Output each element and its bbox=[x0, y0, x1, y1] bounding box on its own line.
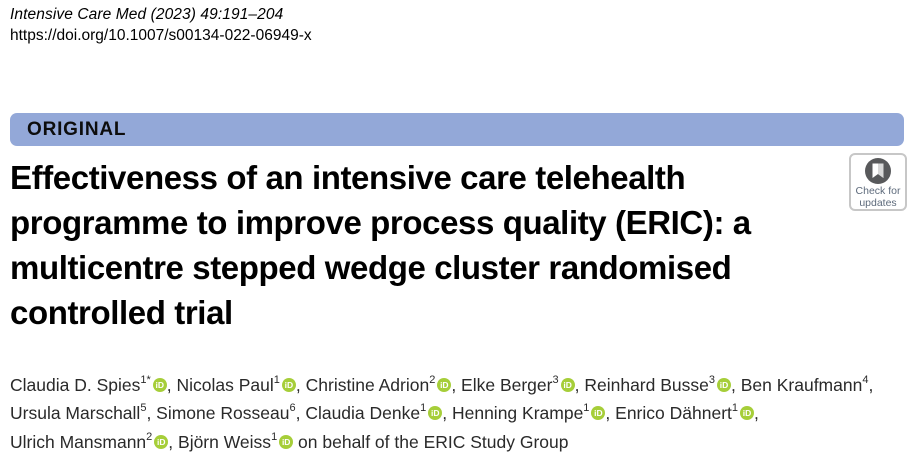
author-affiliation-sup: 2 bbox=[429, 374, 436, 387]
author-name: Claudia D. Spies bbox=[10, 375, 141, 395]
orcid-icon[interactable]: iD bbox=[154, 434, 169, 449]
article-type-label: ORIGINAL bbox=[27, 118, 127, 140]
author-affiliation-sup: 1* bbox=[140, 374, 151, 387]
orcid-icon[interactable]: iD bbox=[740, 406, 755, 421]
article-type-banner: ORIGINAL bbox=[10, 113, 904, 146]
author-list: Claudia D. Spies1* iD, Nicolas Paul1 iD, C… bbox=[10, 371, 910, 456]
author-line: Ulrich Mansmann2 iD, Björn Weiss1 iD on be… bbox=[10, 428, 910, 456]
author: Björn Weiss1 iD bbox=[178, 430, 294, 452]
author-affiliation-sup: 1 bbox=[271, 430, 278, 443]
author-affiliation-sup: 6 bbox=[289, 402, 296, 415]
author: Elke Berger3 iD, bbox=[461, 374, 585, 395]
author: Claudia D. Spies1* iD, bbox=[10, 374, 177, 395]
author-affiliation-sup: 5 bbox=[140, 402, 147, 415]
author-name: Nicolas Paul bbox=[176, 375, 274, 395]
article-title-line: controlled trial bbox=[10, 294, 233, 331]
author: Ursula Marschall5, bbox=[10, 402, 157, 424]
author: Claudia Denke1 iD, bbox=[305, 402, 452, 424]
orcid-icon[interactable]: iD bbox=[281, 378, 296, 392]
author-line: Claudia D. Spies1* iD, Nicolas Paul1 iD, C… bbox=[10, 371, 910, 399]
orcid-icon[interactable]: iD bbox=[279, 434, 294, 449]
author-affiliation-sup: 3 bbox=[708, 374, 715, 387]
author-name: Ulrich Mansmann bbox=[10, 431, 147, 452]
author-name: Björn Weiss bbox=[178, 431, 272, 452]
author: Reinhard Busse3 iD, bbox=[584, 374, 741, 395]
orcid-icon[interactable]: iD bbox=[152, 378, 167, 392]
author-affiliation-sup: 1 bbox=[273, 374, 280, 387]
author-line: Ursula Marschall5, Simone Rosseau6, Clau… bbox=[10, 399, 910, 427]
author-name: Ben Kraufmann bbox=[740, 375, 863, 395]
check-for-updates-button[interactable]: Check for updates bbox=[849, 153, 907, 211]
author: Henning Krampe1 iD, bbox=[451, 402, 616, 424]
author: Enrico Dähnert1 iD, bbox=[615, 402, 759, 424]
orcid-icon[interactable]: iD bbox=[560, 378, 575, 392]
check-for-updates-label: Check for updates bbox=[855, 185, 901, 209]
crossmark-icon bbox=[865, 158, 891, 184]
orcid-icon[interactable]: iD bbox=[591, 406, 606, 421]
author-name: Enrico Dähnert bbox=[615, 403, 732, 424]
article-title: Effectiveness of an intensive care teleh… bbox=[10, 155, 751, 335]
author: Simone Rosseau6, bbox=[156, 402, 306, 424]
author-affiliation-sup: 1 bbox=[731, 402, 739, 415]
author: Nicolas Paul1 iD, bbox=[176, 374, 306, 395]
author-name: Christine Adrion bbox=[305, 375, 430, 395]
author: Ben Kraufmann4, bbox=[740, 374, 874, 395]
orcid-icon[interactable]: iD bbox=[428, 406, 443, 421]
orcid-icon[interactable]: iD bbox=[437, 378, 452, 392]
article-title-line: programme to improve process quality (ER… bbox=[10, 204, 751, 241]
journal-citation: Intensive Care Med (2023) 49:191–204 bbox=[10, 6, 284, 23]
orcid-icon[interactable]: iD bbox=[717, 378, 731, 392]
author-affiliation-sup: 4 bbox=[862, 374, 869, 387]
author-affiliation-sup: 3 bbox=[552, 374, 559, 387]
author-name: Henning Krampe bbox=[451, 403, 584, 424]
on-behalf-of-text: on behalf of the ERIC Study Group bbox=[293, 431, 569, 452]
article-title-line: multicentre stepped wedge cluster random… bbox=[10, 249, 732, 286]
author-affiliation-sup: 2 bbox=[146, 430, 153, 443]
author: Ulrich Mansmann2 iD, bbox=[10, 430, 179, 452]
author-name: Ursula Marschall bbox=[10, 403, 141, 424]
author-name: Claudia Denke bbox=[305, 403, 421, 424]
article-title-line: Effectiveness of an intensive care teleh… bbox=[10, 159, 686, 196]
author-affiliation-sup: 1 bbox=[583, 402, 590, 415]
author: Christine Adrion2 iD, bbox=[305, 374, 462, 395]
author-affiliation-sup: 1 bbox=[420, 402, 427, 415]
author-name: Reinhard Busse bbox=[584, 375, 709, 395]
author-name: Elke Berger bbox=[461, 375, 553, 395]
author-name: Simone Rosseau bbox=[156, 403, 290, 424]
doi-link[interactable]: https://doi.org/10.1007/s00134-022-06949… bbox=[10, 27, 312, 44]
